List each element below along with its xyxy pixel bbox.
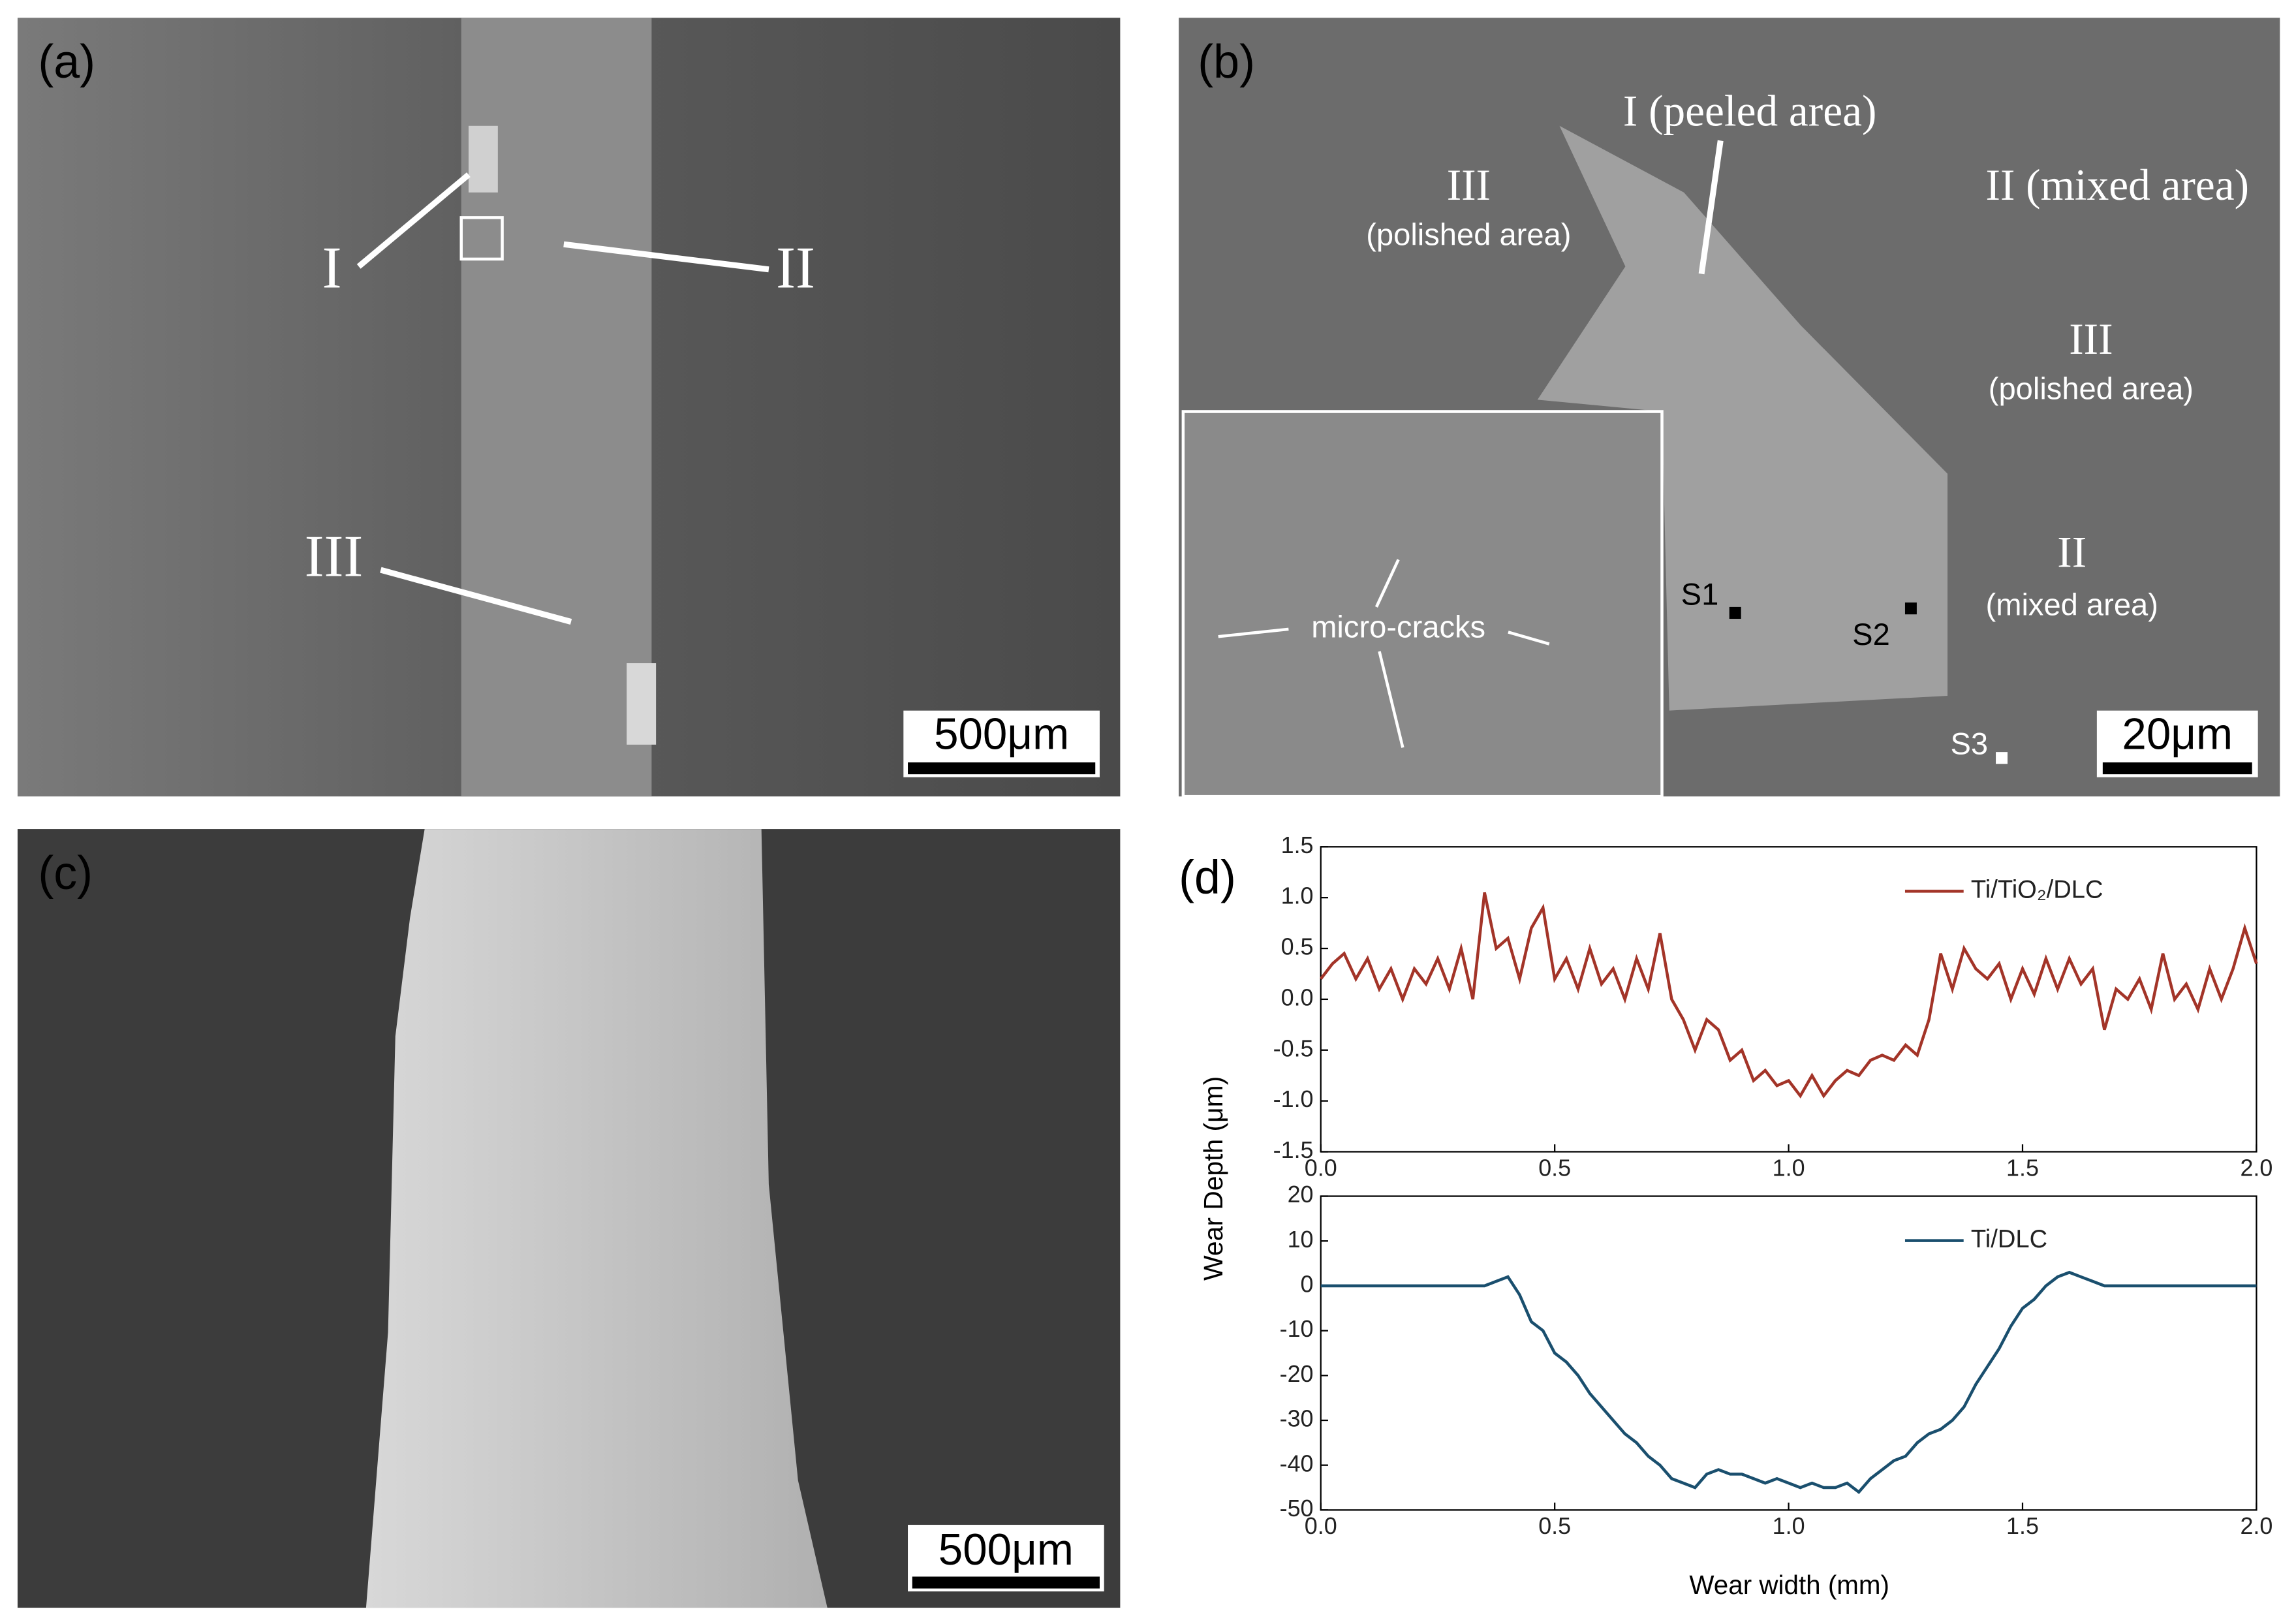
scale-text: 20μm: [2122, 710, 2233, 758]
arrow: [1698, 140, 1724, 275]
panel-label: (c): [38, 847, 93, 899]
y-tick-label: -40: [1280, 1450, 1314, 1476]
panel-label: (d): [1179, 851, 1236, 903]
arrow: [1218, 627, 1289, 638]
annotation: (mixed area): [1986, 587, 2158, 622]
y-tick-label: 1.0: [1281, 882, 1314, 909]
plot-frame: [1320, 846, 2257, 1153]
spot-label: S3: [1951, 726, 1989, 761]
data-line: [1319, 892, 2258, 1099]
x-tick-label: 0.5: [1538, 1154, 1571, 1181]
arrow: [1374, 559, 1400, 608]
data-line: [1320, 1270, 2257, 1494]
y-tick-label: 0.5: [1281, 933, 1314, 960]
legend-label: Ti/TiO₂/DLC: [1971, 875, 2103, 903]
arrow: [380, 567, 572, 625]
y-tick-label: -1.0: [1273, 1085, 1314, 1112]
y-tick-label: -0.5: [1273, 1035, 1314, 1061]
spot: [1904, 602, 1917, 615]
peeled-spot: [627, 663, 657, 745]
y-tick-label: 20: [1288, 1181, 1314, 1208]
x-tick-label: 0.0: [1305, 1512, 1337, 1539]
x-tick-label: 2.0: [2240, 1512, 2273, 1539]
arrow: [1508, 631, 1550, 646]
x-tick-label: 1.0: [1773, 1512, 1805, 1539]
y-tick-label: 10: [1288, 1226, 1314, 1253]
y-tick-label: -20: [1280, 1360, 1314, 1387]
panel-label: (a): [38, 36, 95, 88]
x-tick-label: 0.0: [1305, 1154, 1337, 1181]
spot: [1729, 606, 1741, 619]
y-axis-title: Wear Depth (μm): [1198, 1076, 1228, 1281]
y-tick-label: -10: [1280, 1315, 1314, 1342]
x-axis-title: Wear width (mm): [1689, 1570, 1889, 1600]
y-tick-label: -50: [1280, 1495, 1314, 1522]
peeled-region: [1537, 125, 1948, 711]
arrow: [356, 172, 471, 269]
y-tick-label: -30: [1280, 1405, 1314, 1431]
y-tick-label: 0: [1301, 1270, 1314, 1297]
x-tick-label: 1.5: [2006, 1512, 2039, 1539]
scale-text: 500μm: [939, 1525, 1074, 1574]
annotation: micro-cracks: [1311, 610, 1485, 644]
scale-bar: [912, 1576, 1100, 1589]
arrow: [563, 241, 769, 273]
inset-box: [459, 216, 504, 261]
region-label: II: [776, 235, 815, 301]
region-label: I: [322, 235, 342, 301]
x-tick-label: 0.5: [1538, 1512, 1571, 1539]
annotation: I (peeled area): [1623, 86, 1876, 135]
arrow: [1378, 651, 1404, 748]
scale-bar: [908, 762, 1096, 775]
scale-bar: [2102, 762, 2252, 775]
spot: [1996, 752, 2008, 764]
annotation: (polished area): [1366, 217, 1571, 252]
annotation: II: [2057, 527, 2087, 576]
annotation: III: [2069, 314, 2113, 363]
annotation: (polished area): [1989, 371, 2194, 406]
y-tick-label: 0.0: [1281, 984, 1314, 1010]
inset: [1181, 410, 1664, 798]
spot-label: S1: [1681, 577, 1719, 612]
peeled-spot: [468, 125, 498, 193]
scale-text: 500μm: [934, 710, 1069, 758]
y-tick-label: -1.5: [1273, 1136, 1314, 1163]
x-tick-label: 1.0: [1773, 1154, 1805, 1181]
y-tick-label: 1.5: [1281, 832, 1314, 858]
region-label: III: [305, 523, 364, 589]
panel-label: (b): [1198, 36, 1255, 88]
legend-label: Ti/DLC: [1971, 1225, 2047, 1253]
wear-track: [365, 829, 828, 1608]
x-tick-label: 1.5: [2006, 1154, 2039, 1181]
plot-frame: [1320, 1195, 2257, 1511]
x-tick-label: 2.0: [2240, 1154, 2273, 1181]
spot-label: S2: [1852, 617, 1890, 652]
annotation: III: [1447, 161, 1491, 210]
annotation: II (mixed area): [1986, 161, 2249, 210]
